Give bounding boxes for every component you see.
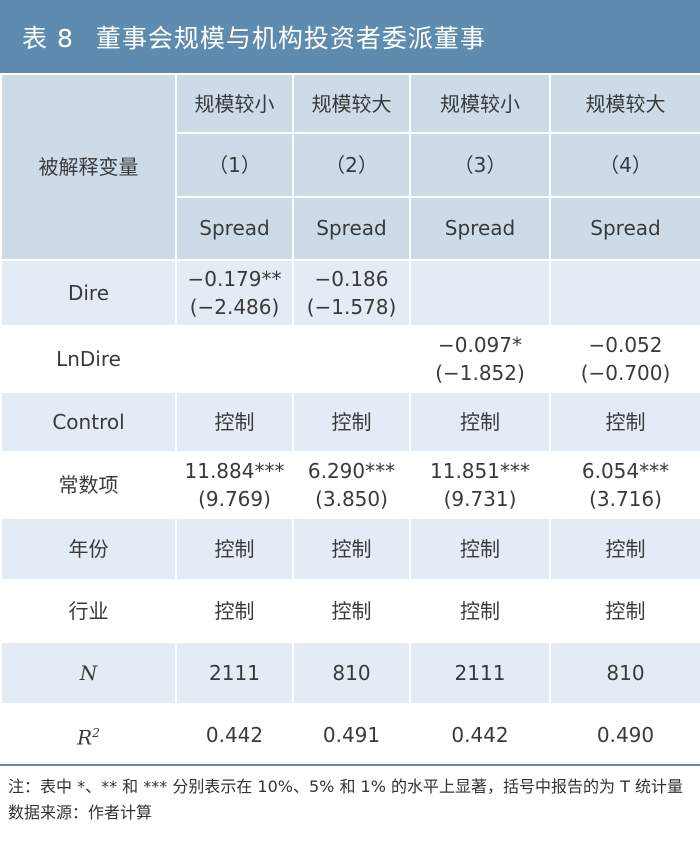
coefficient: 11.884*** <box>184 459 285 483</box>
table-cell: 0.442 <box>175 703 294 767</box>
row-label-n: N <box>79 661 98 685</box>
coefficient: 6.290*** <box>307 459 396 483</box>
table-row-n: N 2111 810 2111 810 <box>0 641 700 705</box>
coefficient: −0.179** <box>187 267 282 291</box>
table-cell: 控制 <box>549 517 700 581</box>
coefficient: −0.186 <box>314 267 389 291</box>
header-row-dependent: Spread Spread Spread Spread <box>1 195 700 262</box>
row-label: R2 <box>0 703 177 767</box>
header-row-models: （1） （2） （3） （4） <box>1 132 700 198</box>
table-cell: 控制 <box>409 579 551 643</box>
table-cell: −0.052 (−0.700) <box>549 325 700 393</box>
row-label-r-superscript: 2 <box>92 725 100 740</box>
coefficient: 6.054*** <box>581 459 670 483</box>
table-title-bar: 表 8 董事会规模与机构投资者委派董事 <box>0 0 700 73</box>
table-row-lndire: LnDire −0.097* (−1.852) −0.052 (−0.700) <box>0 325 700 393</box>
t-statistic: (3.850) <box>315 487 388 511</box>
table-cell: 810 <box>292 641 411 705</box>
t-statistic: (−0.700) <box>580 361 671 385</box>
table-cell: 控制 <box>175 517 294 581</box>
table-cell: 控制 <box>292 391 411 453</box>
table-footnotes: 注：表中 *、** 和 *** 分别表示在 10%、5% 和 1% 的水平上显著… <box>8 774 694 826</box>
coefficient: 11.851*** <box>430 459 530 483</box>
table-cell: 0.490 <box>549 703 700 767</box>
header-dependent-label: 被解释变量 <box>0 73 177 261</box>
table-cell: 控制 <box>409 517 551 581</box>
table-number: 表 8 <box>22 23 74 53</box>
table-title: 董事会规模与机构投资者委派董事 <box>95 23 486 53</box>
table-bottom-rule <box>0 764 700 766</box>
table-row-year: 年份 控制 控制 控制 控制 <box>0 517 700 581</box>
header-group-3: 规模较小 <box>409 72 551 135</box>
row-label: 年份 <box>0 517 177 581</box>
table-cell: 控制 <box>409 391 551 453</box>
significance-note: 注：表中 *、** 和 *** 分别表示在 10%、5% 和 1% 的水平上显著… <box>8 777 683 796</box>
header-group-1: 规模较小 <box>175 72 294 135</box>
t-statistic: (9.731) <box>443 487 517 511</box>
table-cell <box>292 325 411 393</box>
table-cell <box>549 259 700 327</box>
table-cell <box>409 259 551 327</box>
table-cell: 2111 <box>409 641 551 705</box>
coefficient: −0.052 <box>588 333 663 357</box>
table-cell: 控制 <box>549 579 700 643</box>
header-model-2: （2） <box>292 132 411 198</box>
header-model-1: （1） <box>175 132 294 198</box>
table-cell: 2111 <box>175 641 294 705</box>
table-row-r2: R2 0.442 0.491 0.442 0.490 <box>0 703 700 767</box>
header-dependent-2: Spread <box>292 195 411 262</box>
header-model-4: （4） <box>549 132 700 198</box>
table-cell: −0.186 (−1.578) <box>292 259 411 327</box>
table-cell: 控制 <box>292 517 411 581</box>
row-label: LnDire <box>0 325 177 393</box>
row-label: 常数项 <box>0 451 177 519</box>
coefficient: −0.097* <box>437 333 522 357</box>
row-label: Dire <box>0 259 177 327</box>
regression-table: 被解释变量 规模较小 规模较大 规模较小 规模较大 （1） （2） （3） （4… <box>0 72 700 767</box>
row-label: N <box>0 641 177 705</box>
t-statistic: (−2.486) <box>189 295 280 319</box>
table-row-constant: 常数项 11.884*** (9.769) 6.290*** (3.850) 11.… <box>0 451 700 519</box>
table-cell: 控制 <box>175 579 294 643</box>
table-cell <box>175 325 294 393</box>
table-row-control: Control 控制 控制 控制 控制 <box>0 391 700 453</box>
header-dependent-1: Spread <box>175 195 294 262</box>
table-cell: 0.491 <box>292 703 411 767</box>
table-cell: 0.442 <box>409 703 551 767</box>
header-row-groups: 被解释变量 规模较小 规模较大 规模较小 规模较大 <box>0 72 700 261</box>
table-cell: 11.851*** (9.731) <box>409 451 551 519</box>
table-cell: 11.884*** (9.769) <box>175 451 294 519</box>
data-source-note: 数据来源：作者计算 <box>8 803 153 822</box>
table-cell: −0.179** (−2.486) <box>175 259 294 327</box>
table-cell: 6.054*** (3.716) <box>549 451 700 519</box>
header-group-4: 规模较大 <box>549 72 700 135</box>
header-group-2: 规模较大 <box>292 72 411 135</box>
row-label: Control <box>0 391 177 453</box>
table-cell: 控制 <box>175 391 294 453</box>
table-cell: 控制 <box>549 391 700 453</box>
row-label-r: R <box>77 725 93 750</box>
table-cell: −0.097* (−1.852) <box>409 325 551 393</box>
table-row-dire: Dire −0.179** (−2.486) −0.186 (−1.578) <box>0 259 700 327</box>
t-statistic: (−1.578) <box>306 295 397 319</box>
row-label: 行业 <box>0 579 177 643</box>
header-dependent-4: Spread <box>549 195 700 262</box>
table-cell: 6.290*** (3.850) <box>292 451 411 519</box>
table-cell: 810 <box>549 641 700 705</box>
t-statistic: (−1.852) <box>435 361 525 385</box>
header-model-3: （3） <box>409 132 551 198</box>
table-cell: 控制 <box>292 579 411 643</box>
t-statistic: (3.716) <box>589 487 662 511</box>
header-dependent-3: Spread <box>409 195 551 262</box>
t-statistic: (9.769) <box>198 487 271 511</box>
table-row-industry: 行业 控制 控制 控制 控制 <box>0 579 700 643</box>
